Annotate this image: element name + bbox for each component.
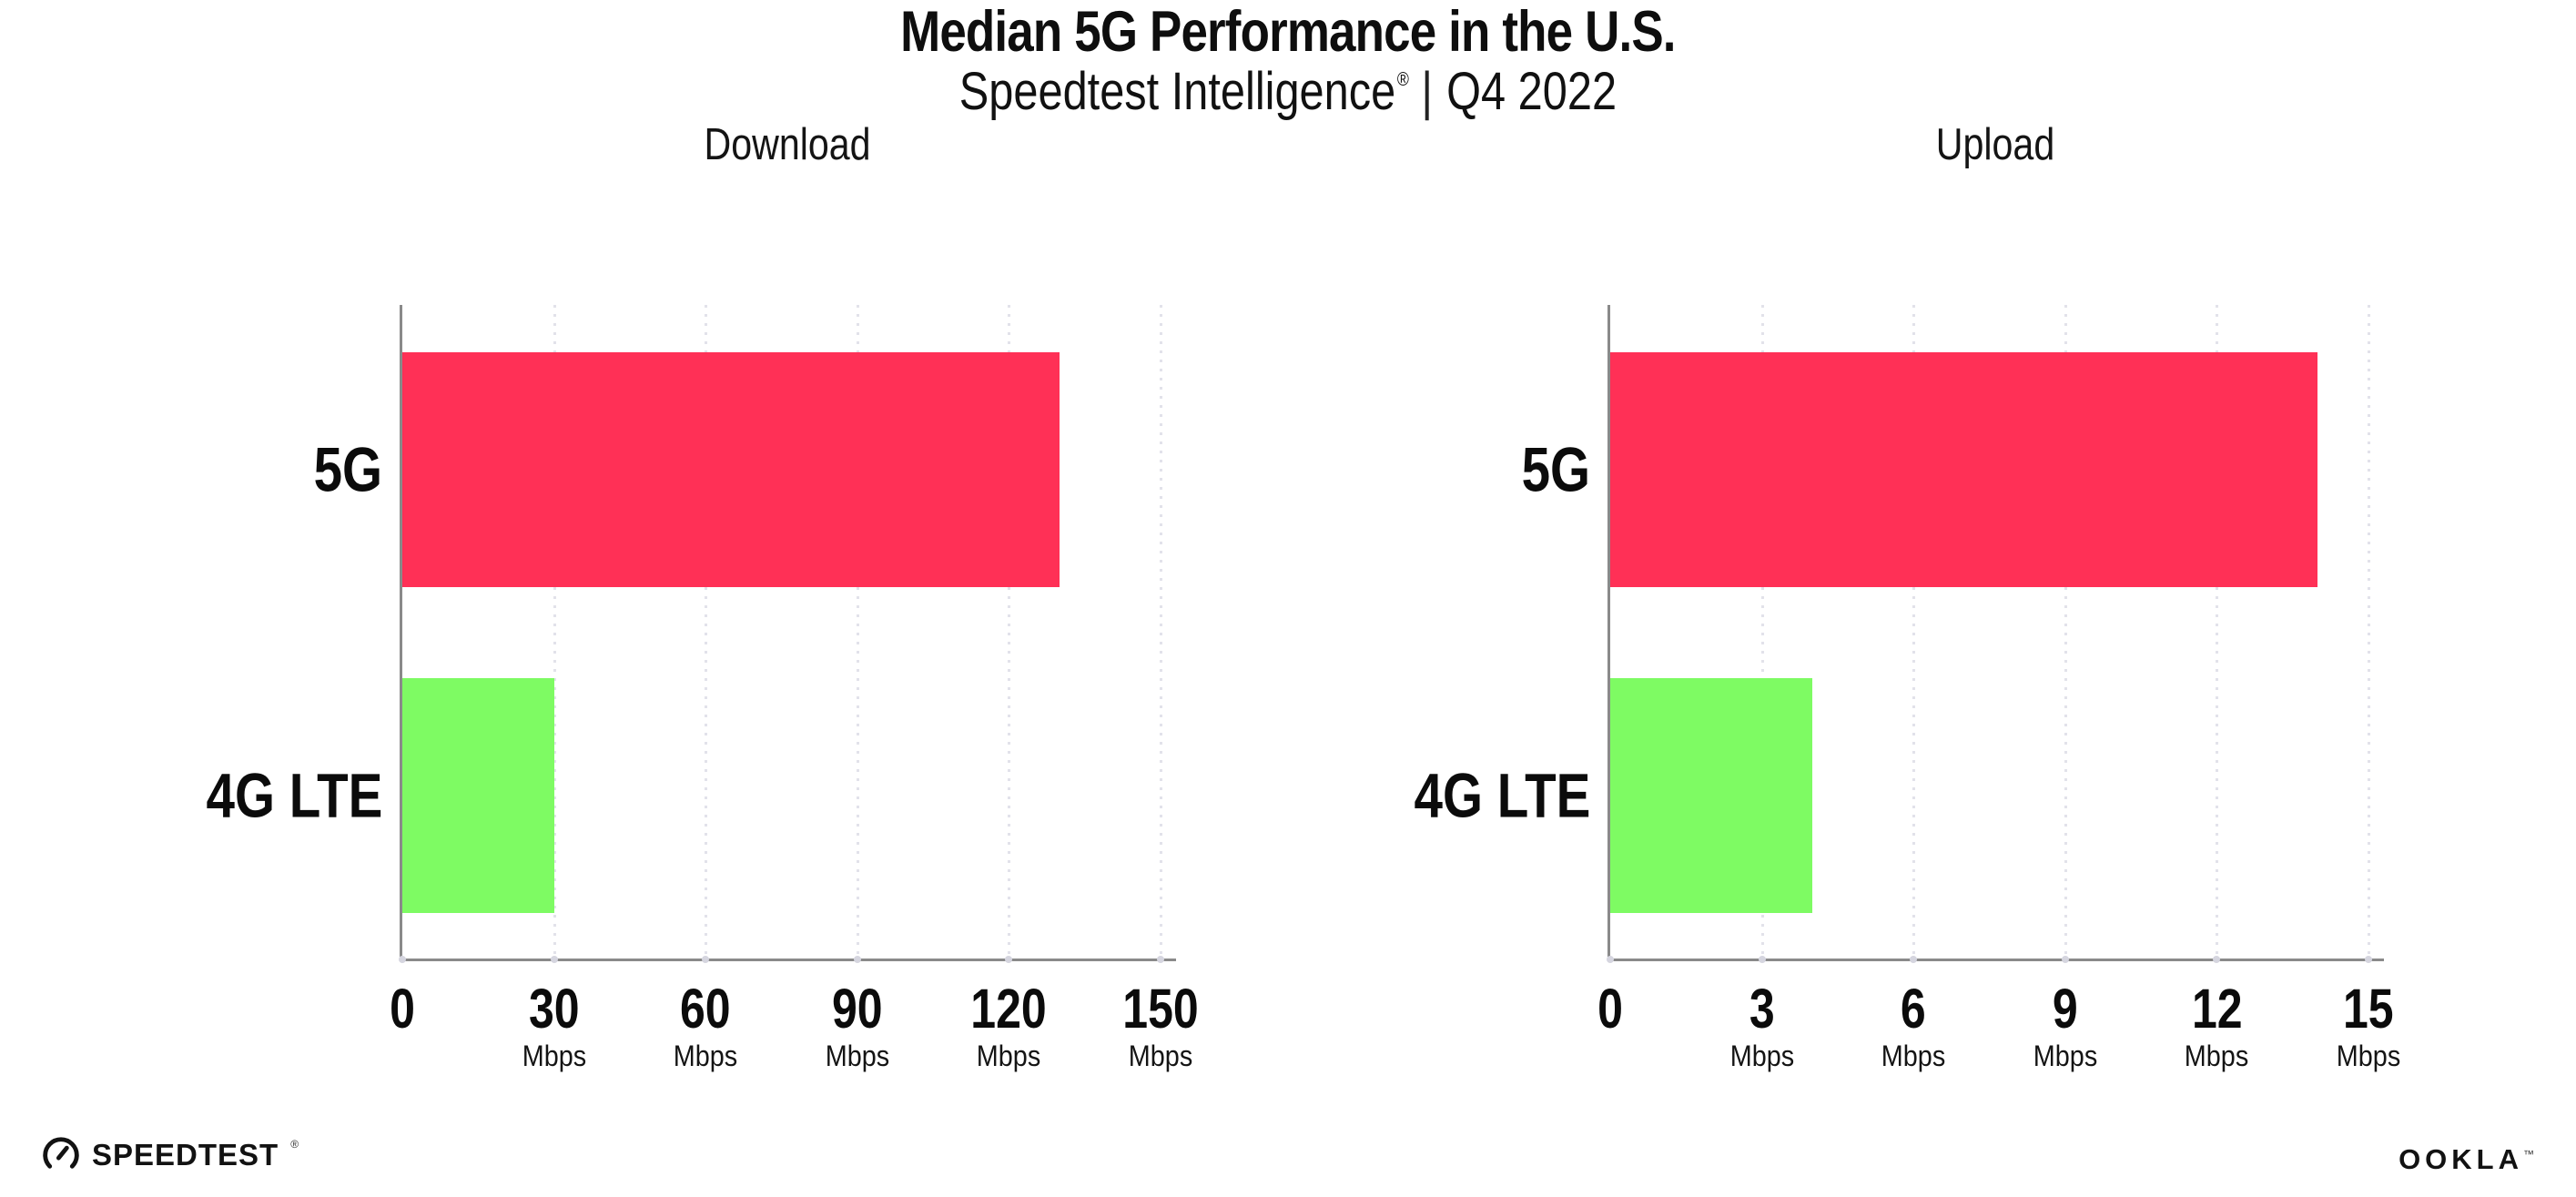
plot-area [1607, 305, 2384, 961]
chart-title-text: Download [703, 120, 871, 169]
page-subtitle: Speedtest Intelligence® | Q4 2022 [0, 64, 2576, 132]
plot-area [400, 305, 1176, 961]
x-tick-label: 30 [528, 978, 580, 1040]
speedtest-wordmark: SPEEDTEST [92, 1138, 279, 1172]
gridline [2368, 305, 2370, 959]
x-tick: 90 Mbps [822, 981, 893, 1073]
bar-5g [402, 352, 1060, 587]
category-label-5g: 5G [313, 434, 382, 505]
gridline [856, 305, 859, 959]
x-tick-unit: Mbps [522, 1040, 586, 1072]
bar-5g [1610, 352, 2318, 587]
x-tick-label: 150 [1122, 978, 1199, 1040]
speedtest-logo: SPEEDTEST ® [42, 1136, 299, 1174]
tick-dot [1157, 956, 1164, 963]
x-tick: 150 Mbps [1114, 981, 1207, 1073]
ookla-trademark: ™ [2523, 1148, 2534, 1161]
x-tick-label: 3 [1749, 978, 1775, 1040]
x-tick: 60 Mbps [670, 981, 741, 1073]
x-tick: 12 Mbps [2181, 981, 2252, 1073]
tick-dot [2213, 956, 2221, 963]
x-tick-unit: Mbps [1881, 1040, 1946, 1072]
x-tick-unit: Mbps [2336, 1040, 2401, 1072]
subtitle-brand: Speedtest Intelligence [958, 62, 1396, 121]
x-tick: 6 Mbps [1878, 981, 1949, 1073]
gridline [705, 305, 708, 959]
x-tick-unit: Mbps [825, 1040, 890, 1072]
gridline [2216, 305, 2219, 959]
x-tick-unit: Mbps [2185, 1040, 2249, 1072]
tick-dot [399, 956, 406, 963]
chart-title: Download [688, 119, 887, 170]
x-tick: 3 Mbps [1726, 981, 1797, 1073]
gridline [1760, 305, 1764, 959]
x-tick-unit: Mbps [1729, 1040, 1794, 1072]
gridline [1912, 305, 1916, 959]
header: Median 5G Performance in the U.S. Speedt… [0, 2, 2576, 132]
speedtest-trademark: ® [290, 1138, 299, 1151]
bar-4g-lte [1610, 678, 1813, 913]
x-tick: 15 Mbps [2333, 981, 2404, 1073]
subtitle-separator: | [1421, 62, 1434, 121]
y-axis-line [1607, 305, 1610, 961]
tick-dot [1758, 956, 1766, 963]
x-tick-unit: Mbps [977, 1040, 1041, 1072]
tick-dot [1607, 956, 1614, 963]
x-tick: 9 Mbps [2030, 981, 2101, 1073]
x-axis-line [1607, 959, 2384, 961]
bar-4g-lte [402, 678, 554, 913]
gridline [2064, 305, 2067, 959]
x-tick-label: 0 [1597, 978, 1623, 1040]
x-tick: 120 Mbps [963, 981, 1056, 1073]
tick-dot [1910, 956, 1918, 963]
category-label-4g-lte: 4G LTE [206, 760, 382, 831]
x-tick: 0 [387, 978, 418, 1040]
x-tick: 30 Mbps [518, 981, 589, 1073]
tick-dot [2061, 956, 2069, 963]
x-tick-label: 12 [2191, 978, 2243, 1040]
speedtest-gauge-icon [43, 1137, 79, 1169]
x-tick-label: 9 [2052, 978, 2078, 1040]
y-axis-line [400, 305, 402, 961]
x-tick-label: 15 [2343, 978, 2394, 1040]
x-tick-label: 120 [970, 978, 1048, 1040]
chart-title: Upload [1924, 119, 2065, 170]
subtitle-period: Q4 2022 [1446, 62, 1618, 121]
x-tick-unit: Mbps [1128, 1040, 1193, 1072]
tick-dot [853, 956, 861, 963]
x-tick-unit: Mbps [2033, 1040, 2098, 1072]
tick-dot [1005, 956, 1013, 963]
category-label-5g: 5G [1521, 434, 1590, 505]
tick-dot [2365, 956, 2372, 963]
chart-title-text: Upload [1935, 120, 2054, 169]
category-label-4g-lte: 4G LTE [1414, 760, 1590, 831]
x-tick-label: 6 [1901, 978, 1927, 1040]
x-tick-label: 60 [680, 978, 732, 1040]
x-axis-line [400, 959, 1176, 961]
gridline [553, 305, 556, 959]
x-tick-label: 90 [831, 978, 883, 1040]
gridline [1008, 305, 1011, 959]
tick-dot [702, 956, 710, 963]
ookla-logo: OOKLA™ [2399, 1143, 2534, 1176]
registered-mark: ® [1396, 69, 1409, 90]
page-title: Median 5G Performance in the U.S. [900, 0, 1676, 64]
gridline [1160, 305, 1162, 959]
x-tick: 0 [1595, 978, 1626, 1040]
ookla-wordmark: OOKLA [2399, 1143, 2523, 1175]
x-tick-unit: Mbps [673, 1040, 738, 1072]
x-tick-label: 0 [390, 978, 415, 1040]
tick-dot [550, 956, 558, 963]
